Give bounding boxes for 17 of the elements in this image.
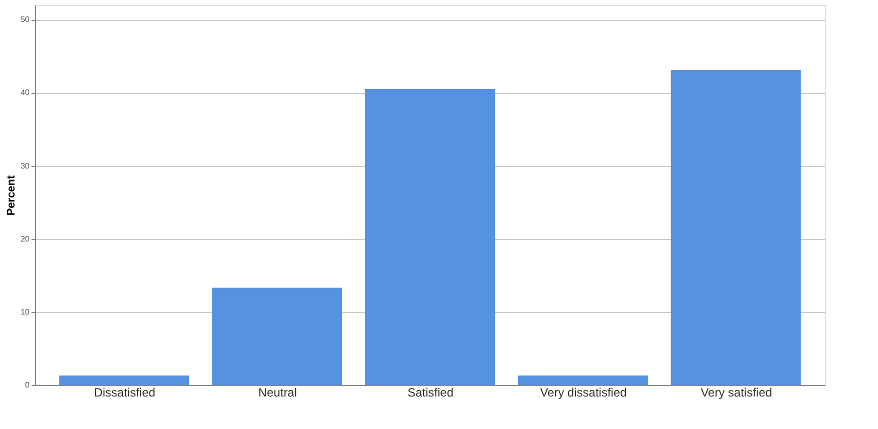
y-axis-title: Percent — [6, 174, 18, 216]
x-tick-label: Satisfied — [407, 386, 454, 400]
bar — [212, 288, 342, 385]
bar — [59, 376, 190, 385]
bar — [365, 89, 495, 385]
bar — [518, 376, 648, 385]
y-tick-label: 40 — [20, 88, 30, 98]
x-tick-label: Very dissatisfied — [540, 386, 627, 400]
x-tick-label: Neutral — [258, 386, 297, 400]
x-tick-label: Very satisfied — [700, 386, 772, 400]
y-tick-label: 20 — [20, 234, 30, 244]
y-tick-label: 10 — [20, 307, 30, 316]
bar — [670, 70, 801, 385]
y-tick-label: 30 — [20, 161, 30, 170]
x-tick-label: Dissatisfied — [94, 386, 156, 400]
y-tick-label: 0 — [25, 380, 30, 390]
y-tick-label: 50 — [20, 15, 30, 24]
